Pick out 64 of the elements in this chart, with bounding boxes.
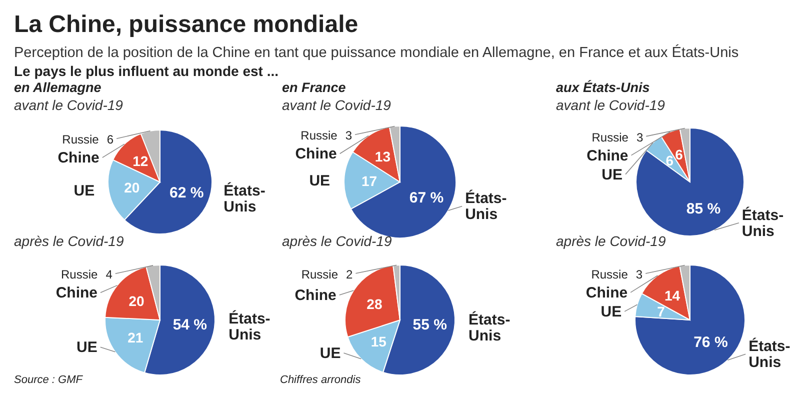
text: Chiffres arrondis: [280, 374, 362, 386]
text: La Chine, puissance mondiale: [14, 11, 358, 38]
data-label: 12: [132, 153, 148, 170]
slice-label: Russie: [300, 128, 338, 143]
slice-label: Chine: [586, 284, 628, 302]
chart-title: en France: [282, 80, 346, 95]
slice-label: Russie: [60, 268, 98, 282]
chart-subtitle: avant le Covid-19: [14, 97, 124, 113]
data-label: 17: [361, 173, 378, 190]
slice-label: Russie: [592, 130, 629, 144]
source-note: Source : GMF: [14, 374, 84, 386]
data-label: 7: [657, 304, 666, 320]
data-label: 15: [370, 333, 387, 350]
slice-label: États-Unis: [465, 189, 507, 224]
data-label: 3: [636, 130, 644, 144]
slice-label: États-Unis: [224, 181, 266, 216]
data-label: 6: [675, 146, 684, 162]
slice-label: Chine: [56, 284, 98, 302]
slice-label: Chine: [295, 146, 337, 163]
data-label: 4: [106, 268, 113, 282]
data-label: 6: [666, 152, 674, 168]
chart-subtitle: avant le Covid-19: [556, 97, 666, 113]
text: Le pays le plus influent au monde est ...: [14, 63, 278, 79]
data-label: 55 %: [412, 316, 447, 334]
chart-subtitle: après le Covid-19: [282, 233, 392, 249]
slice-label: Russie: [62, 132, 100, 147]
slice-label: UE: [76, 339, 98, 356]
slice-label: Russie: [301, 267, 338, 282]
slice-label: États-Unis: [468, 310, 510, 344]
pie-slice: [636, 128, 744, 236]
text: Perception de la position de la Chine en tant que puissance mondiale en Allemagne, en France et aux États-Unis: [14, 44, 739, 61]
slice-label: États-Unis: [228, 310, 270, 344]
slice-label: Chine: [58, 150, 100, 167]
slice-label: UE: [320, 345, 341, 362]
data-label: 20: [128, 292, 145, 309]
slice-label: UE: [600, 303, 622, 320]
chart-subtitle: après le Covid-19: [14, 233, 124, 249]
data-label: 76 %: [694, 334, 728, 352]
chart-title: en Allemagne: [14, 80, 102, 95]
slice-label: UE: [74, 182, 95, 200]
data-label: 13: [374, 148, 391, 165]
data-label: 3: [345, 128, 352, 143]
slice-label: États-Unis: [742, 206, 784, 240]
data-label: 54 %: [172, 316, 208, 334]
data-label: 20: [124, 179, 140, 196]
data-label: 85 %: [686, 200, 721, 218]
data-label: 3: [636, 267, 643, 282]
slice-label: Russie: [591, 267, 628, 282]
data-label: 21: [128, 330, 144, 346]
pie-slice: [634, 264, 746, 376]
chart-title: aux États-Unis: [556, 80, 650, 95]
chart-subtitle: après le Covid-19: [556, 233, 666, 249]
slice-label: Chine: [586, 147, 628, 164]
data-label: 6: [106, 132, 114, 147]
data-label: 2: [346, 267, 354, 282]
data-label: 67 %: [409, 190, 444, 207]
data-label: 62 %: [169, 184, 204, 202]
slice-label: États-Unis: [748, 337, 790, 372]
data-label: 28: [366, 296, 382, 312]
slice-label: UE: [602, 166, 622, 184]
slice-label: UE: [309, 172, 330, 190]
slice-label: Chine: [294, 286, 336, 304]
chart-subtitle: avant le Covid-19: [282, 97, 392, 113]
data-label: 14: [664, 288, 680, 304]
